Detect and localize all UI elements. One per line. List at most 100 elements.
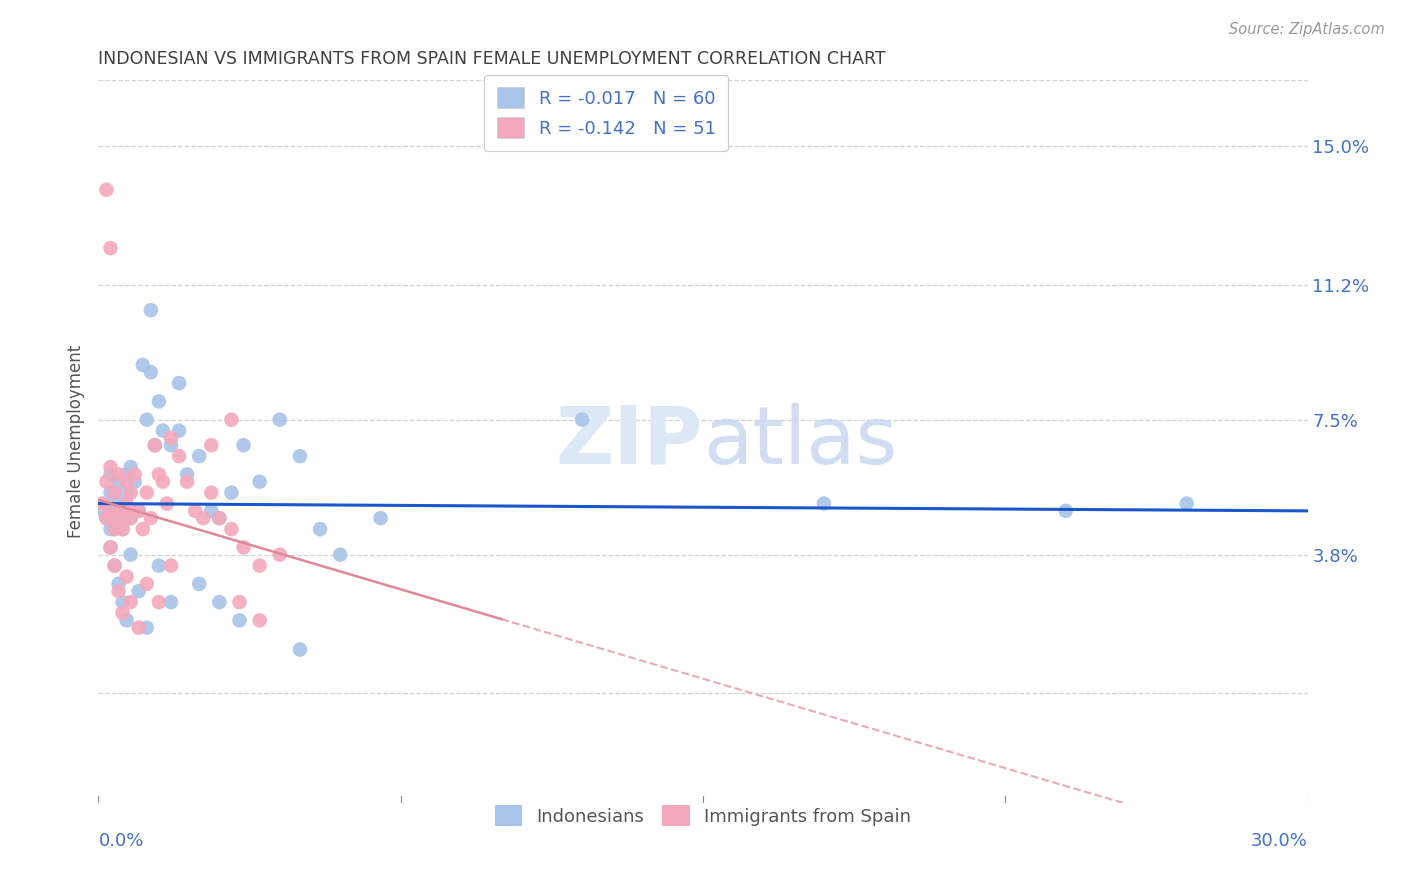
Point <box>107 577 129 591</box>
Point <box>128 584 150 599</box>
Point <box>176 467 198 482</box>
Point <box>288 642 311 657</box>
Point <box>193 511 215 525</box>
Point <box>176 475 198 489</box>
Point <box>288 449 311 463</box>
Point <box>152 475 174 489</box>
Point <box>143 438 166 452</box>
Point <box>103 485 125 500</box>
Text: 30.0%: 30.0% <box>1251 832 1308 850</box>
Point <box>100 541 122 555</box>
Point <box>96 511 118 525</box>
Point <box>115 569 138 583</box>
Point <box>156 497 179 511</box>
Point <box>107 584 129 599</box>
Point <box>107 475 129 489</box>
Text: ZIP: ZIP <box>555 402 703 481</box>
Point <box>200 485 222 500</box>
Point <box>128 504 150 518</box>
Point <box>221 485 243 500</box>
Point <box>1054 504 1077 518</box>
Point <box>111 504 134 518</box>
Point <box>111 595 134 609</box>
Y-axis label: Female Unemployment: Female Unemployment <box>66 345 84 538</box>
Point <box>132 522 155 536</box>
Point <box>103 522 125 536</box>
Point <box>111 522 134 536</box>
Point <box>124 475 146 489</box>
Point <box>115 467 138 482</box>
Point <box>107 511 129 525</box>
Point <box>228 595 250 609</box>
Point <box>111 504 134 518</box>
Point <box>160 438 183 452</box>
Point <box>115 497 138 511</box>
Point <box>232 541 254 555</box>
Point <box>120 548 142 562</box>
Point <box>100 467 122 482</box>
Point <box>143 438 166 452</box>
Point <box>1175 497 1198 511</box>
Point <box>269 412 291 426</box>
Point <box>120 511 142 525</box>
Point <box>115 485 138 500</box>
Point <box>132 358 155 372</box>
Point <box>139 365 162 379</box>
Point <box>249 613 271 627</box>
Point <box>148 558 170 573</box>
Point <box>208 511 231 525</box>
Point <box>188 449 211 463</box>
Point <box>100 504 122 518</box>
Point <box>115 475 138 489</box>
Text: Source: ZipAtlas.com: Source: ZipAtlas.com <box>1229 22 1385 37</box>
Point <box>571 412 593 426</box>
Point <box>167 376 190 391</box>
Point <box>221 412 243 426</box>
Point <box>128 621 150 635</box>
Point <box>115 613 138 627</box>
Point <box>100 460 122 475</box>
Point <box>167 449 190 463</box>
Point <box>103 485 125 500</box>
Point <box>167 424 190 438</box>
Point <box>96 511 118 525</box>
Point <box>103 558 125 573</box>
Point <box>135 577 157 591</box>
Point <box>120 511 142 525</box>
Point <box>135 621 157 635</box>
Point <box>148 467 170 482</box>
Point <box>120 460 142 475</box>
Point <box>103 504 125 518</box>
Point <box>100 485 122 500</box>
Legend: Indonesians, Immigrants from Spain: Indonesians, Immigrants from Spain <box>488 798 918 833</box>
Point <box>100 541 122 555</box>
Point <box>103 558 125 573</box>
Point <box>152 424 174 438</box>
Point <box>813 497 835 511</box>
Point <box>100 522 122 536</box>
Point <box>107 511 129 525</box>
Point <box>107 497 129 511</box>
Point <box>208 511 231 525</box>
Point <box>103 522 125 536</box>
Point <box>96 475 118 489</box>
Point <box>184 504 207 518</box>
Point <box>249 558 271 573</box>
Point <box>208 595 231 609</box>
Point <box>111 606 134 620</box>
Point <box>120 595 142 609</box>
Point <box>269 548 291 562</box>
Point <box>107 467 129 482</box>
Point <box>135 485 157 500</box>
Text: INDONESIAN VS IMMIGRANTS FROM SPAIN FEMALE UNEMPLOYMENT CORRELATION CHART: INDONESIAN VS IMMIGRANTS FROM SPAIN FEMA… <box>98 50 886 68</box>
Point <box>370 511 392 525</box>
Text: atlas: atlas <box>703 402 897 481</box>
Point <box>200 438 222 452</box>
Point <box>221 522 243 536</box>
Point <box>160 431 183 445</box>
Point <box>200 504 222 518</box>
Point <box>120 485 142 500</box>
Point <box>91 504 114 518</box>
Point <box>124 467 146 482</box>
Point <box>139 303 162 318</box>
